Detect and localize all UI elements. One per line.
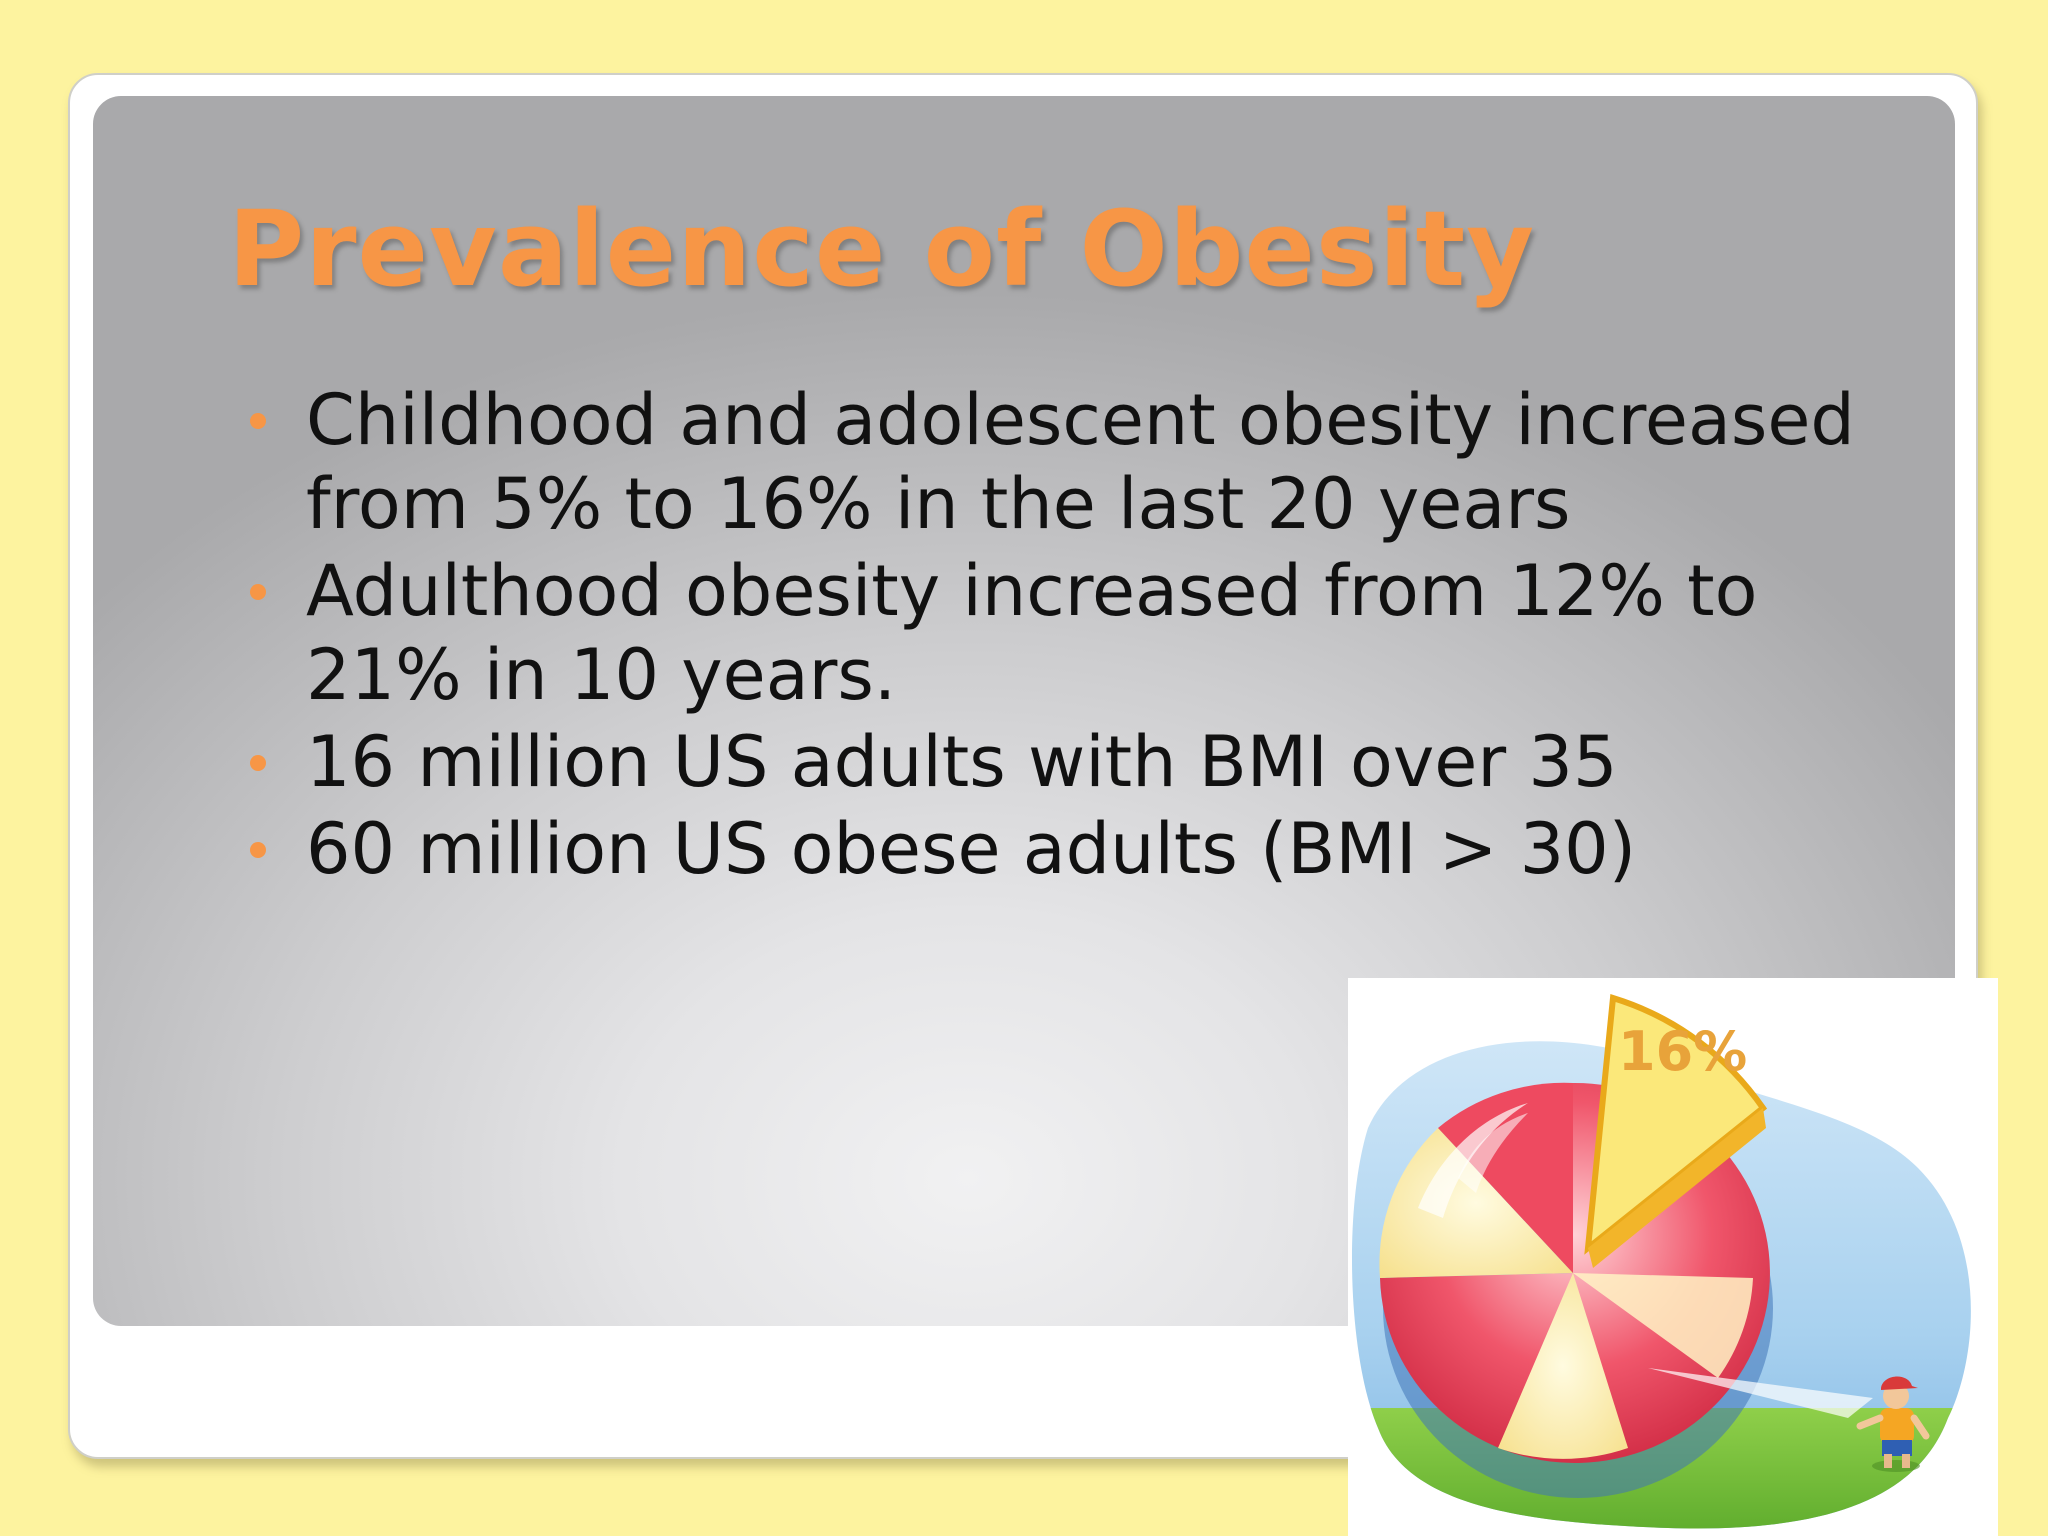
bullet-dot-icon bbox=[250, 755, 266, 771]
child-figure-icon bbox=[1856, 1376, 1930, 1472]
bullet-dot-icon bbox=[250, 842, 266, 858]
bullet-text: 60 million US obese adults (BMI > 30) bbox=[306, 808, 1636, 890]
bullet-dot-icon bbox=[250, 584, 266, 600]
bullet-item: 16 million US adults with BMI over 35 bbox=[246, 720, 1886, 804]
slide-title: Prevalence of Obesity bbox=[228, 188, 1535, 310]
bullet-item: Childhood and adolescent obesity increas… bbox=[246, 378, 1886, 546]
bullet-text: Adulthood obesity increased from 12% to … bbox=[306, 550, 1758, 716]
bullet-dot-icon bbox=[250, 413, 266, 429]
pie-slice-16-percent bbox=[1584, 994, 1768, 1268]
pie-chart-clipart: 16% bbox=[1348, 978, 1998, 1536]
light-beam bbox=[1648, 1368, 1873, 1418]
bullet-item: 60 million US obese adults (BMI > 30) bbox=[246, 807, 1886, 891]
pie-label: 16% bbox=[1618, 1020, 1747, 1083]
bullet-text: Childhood and adolescent obesity increas… bbox=[306, 379, 1855, 545]
bullet-item: Adulthood obesity increased from 12% to … bbox=[246, 549, 1886, 717]
bullet-list: Childhood and adolescent obesity increas… bbox=[246, 378, 1886, 894]
bullet-text: 16 million US adults with BMI over 35 bbox=[306, 721, 1618, 803]
